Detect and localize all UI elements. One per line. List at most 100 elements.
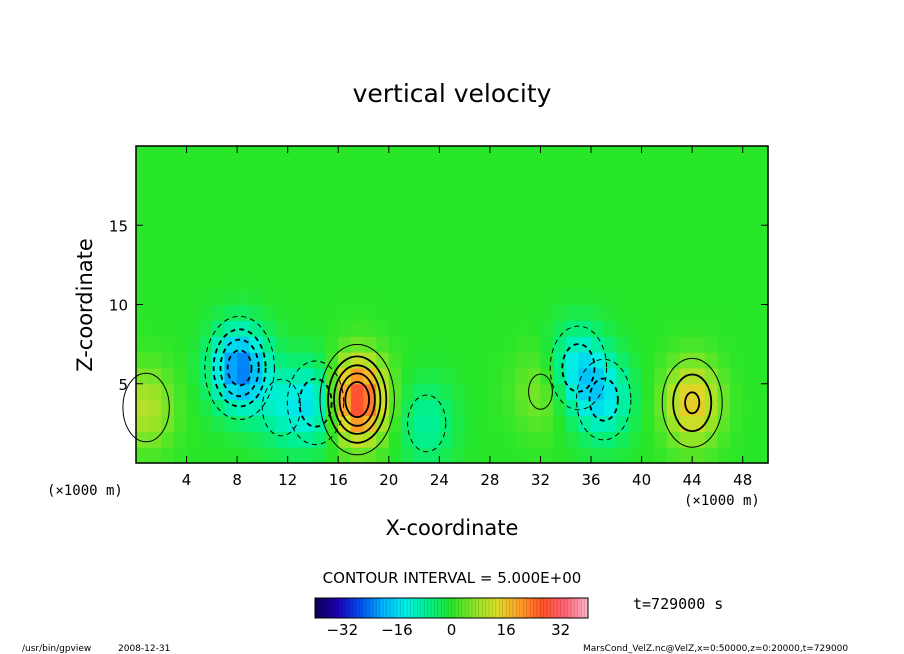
- heatmap-cell: [502, 288, 516, 306]
- heatmap-cell: [211, 161, 226, 179]
- heatmap-cell: [553, 177, 567, 195]
- heatmap-cell: [666, 209, 681, 226]
- colorbar-ticks: −32 −16 0 16 32: [326, 621, 570, 639]
- heatmap-cell: [414, 320, 428, 337]
- heatmap-cell: [502, 431, 516, 448]
- heatmap-cell: [578, 336, 592, 353]
- heatmap-cell: [616, 272, 630, 290]
- heatmap-cell: [641, 447, 655, 464]
- heatmap-cell: [654, 193, 668, 210]
- heatmap-cell: [616, 146, 630, 163]
- heatmap-cell: [540, 161, 554, 179]
- heatmap-cell: [161, 161, 175, 179]
- colorbar-cell: [413, 598, 418, 618]
- heatmap-cell: [565, 272, 579, 290]
- heatmap-cell: [287, 447, 301, 464]
- heatmap-cell: [717, 367, 731, 385]
- heatmap-cell: [742, 241, 756, 258]
- heatmap-cell: [515, 383, 529, 401]
- heatmap-cell: [224, 209, 238, 226]
- heatmap-cell: [628, 447, 643, 464]
- heatmap-cell: [616, 320, 630, 337]
- heatmap-cell: [287, 161, 301, 179]
- heatmap-cell: [452, 225, 466, 242]
- heatmap-cell: [426, 256, 440, 274]
- heatmap-cell: [755, 146, 769, 163]
- heatmap-cell: [300, 241, 314, 258]
- heatmap-cell: [616, 256, 630, 274]
- heatmap-cell: [363, 304, 377, 321]
- heatmap-cell: [287, 193, 301, 210]
- heatmap-cell: [249, 288, 263, 306]
- heatmap-cell: [325, 177, 339, 195]
- heatmap-cell: [211, 193, 226, 210]
- heatmap-cell: [300, 336, 314, 353]
- heatmap-cell: [173, 367, 188, 385]
- heatmap-cell: [186, 415, 200, 432]
- colorbar-cell: [540, 598, 545, 618]
- colorbar-cell: [458, 598, 463, 618]
- heatmap-cell: [654, 177, 668, 195]
- heatmap-cell: [692, 177, 706, 195]
- heatmap-cell: [376, 336, 390, 353]
- heatmap-cell: [136, 177, 150, 195]
- colorbar-cell: [519, 598, 524, 618]
- heatmap-cell: [300, 146, 314, 163]
- heatmap-cell: [199, 383, 213, 401]
- heatmap-cell: [376, 177, 390, 195]
- heatmap-cell: [692, 288, 706, 306]
- heatmap-cell: [730, 320, 744, 337]
- heatmap-cell: [426, 320, 440, 337]
- heatmap-cell: [565, 304, 579, 321]
- heatmap-cell: [363, 209, 377, 226]
- heatmap-cell: [666, 161, 681, 179]
- heatmap-cell: [553, 272, 567, 290]
- heatmap-cell: [515, 447, 529, 464]
- colorbar-cell: [355, 598, 360, 618]
- heatmap-cell: [173, 161, 188, 179]
- heatmap-cell: [401, 241, 415, 258]
- heatmap-cell: [401, 304, 415, 321]
- heatmap-cell: [578, 193, 592, 210]
- colorbar-cell: [482, 598, 487, 618]
- heatmap-cell: [477, 241, 491, 258]
- heatmap-cell: [591, 225, 605, 242]
- colorbar-cell: [461, 598, 466, 618]
- heatmap-cell: [489, 161, 504, 179]
- colorbar-cell: [489, 598, 493, 618]
- heatmap-cell: [275, 399, 289, 417]
- heatmap-cell: [262, 399, 276, 417]
- heatmap-cell: [730, 272, 744, 290]
- heatmap-cell: [666, 256, 681, 274]
- contour-line: [407, 394, 447, 453]
- heatmap-cell: [439, 288, 453, 306]
- heatmap-cell: [186, 304, 200, 321]
- heatmap-cell: [426, 367, 440, 385]
- heatmap-cell: [515, 272, 529, 290]
- colorbar-cell: [325, 598, 330, 618]
- heatmap-cell: [199, 415, 213, 432]
- heatmap-cell: [755, 336, 769, 353]
- heatmap-cell: [136, 352, 150, 369]
- heatmap-cell: [717, 272, 731, 290]
- heatmap-cell: [565, 383, 579, 401]
- heatmap-cell: [439, 336, 453, 353]
- heatmap-cell: [312, 209, 327, 226]
- heatmap-cell: [704, 304, 719, 321]
- heatmap-cell: [641, 209, 655, 226]
- heatmap-cell: [237, 320, 251, 337]
- heatmap-cell: [565, 146, 579, 163]
- contour-line: [319, 343, 395, 456]
- heatmap-cell: [312, 336, 327, 353]
- heatmap-cell: [350, 367, 365, 385]
- heatmap-cell: [237, 288, 251, 306]
- heatmap-cell: [464, 383, 478, 401]
- heatmap-cell: [376, 209, 390, 226]
- heatmap-cell: [338, 288, 352, 306]
- heatmap-cell: [553, 288, 567, 306]
- heatmap-cell: [477, 447, 491, 464]
- heatmap-cell: [186, 336, 200, 353]
- colorbar-cell: [393, 598, 398, 618]
- colorbar-cell: [318, 598, 323, 618]
- colorbar-cell: [366, 598, 371, 618]
